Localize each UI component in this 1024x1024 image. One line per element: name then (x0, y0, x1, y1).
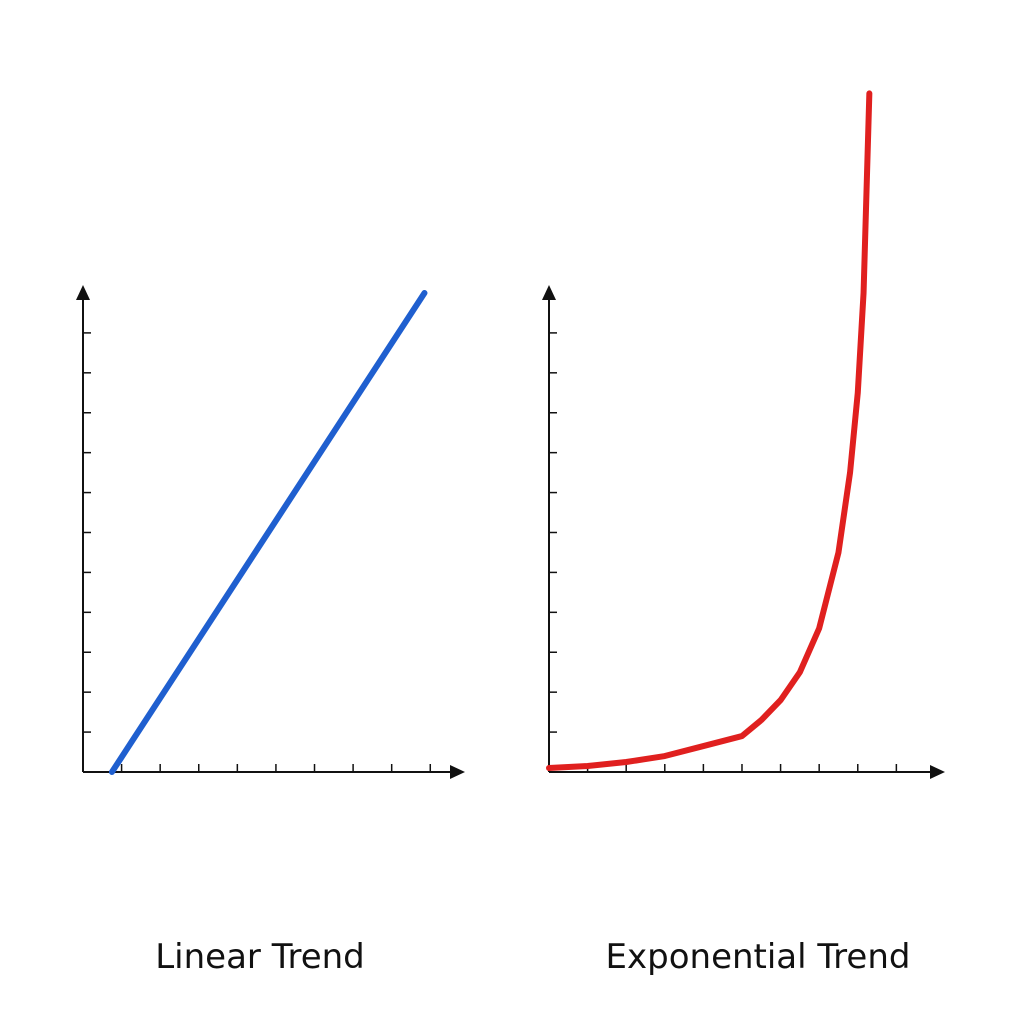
chart-title: Exponential Trend (606, 937, 911, 977)
chart-title: Linear Trend (155, 937, 365, 977)
trend-line (108, 289, 428, 775)
trend-line (546, 90, 873, 772)
y-arrow (76, 285, 90, 300)
y-arrow (542, 285, 556, 300)
x-arrow (930, 765, 945, 779)
x-arrow (450, 765, 465, 779)
